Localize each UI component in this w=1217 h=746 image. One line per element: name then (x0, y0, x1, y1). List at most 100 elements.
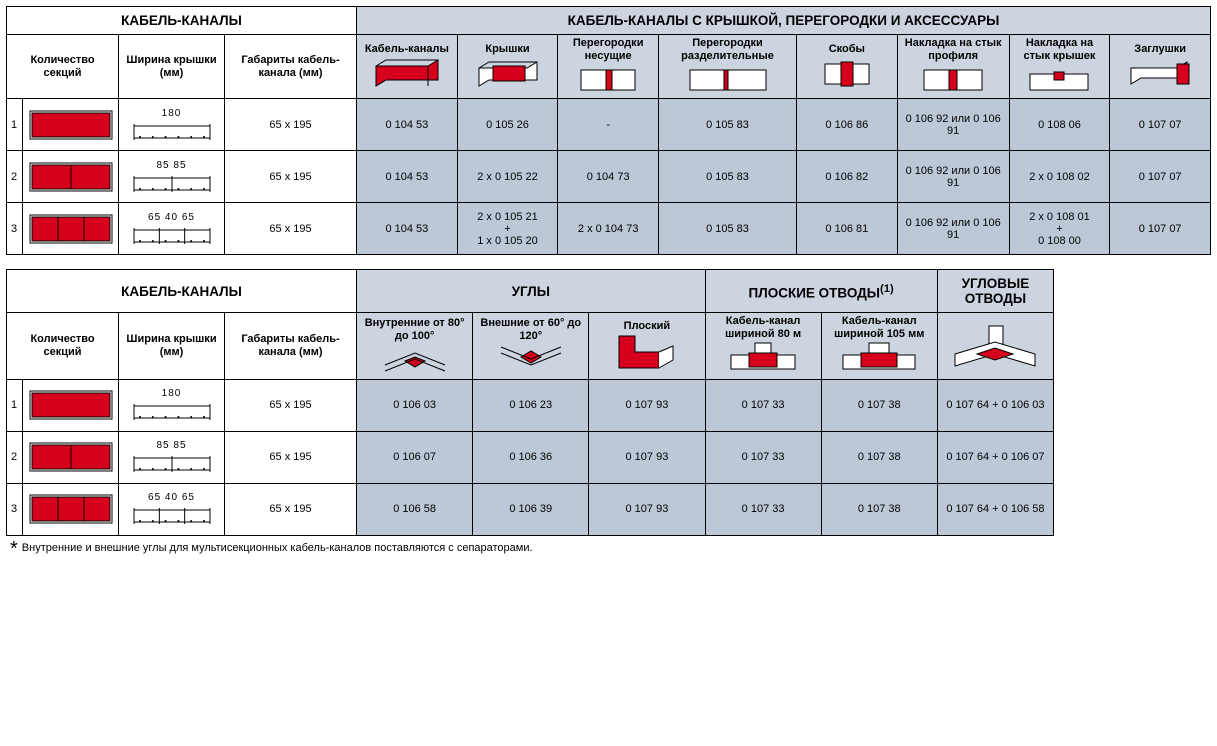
corner-tee-icon (941, 324, 1050, 372)
part-number: 0 107 93 (589, 431, 705, 483)
part-number: 0 104 73 (558, 151, 659, 203)
col-sections: Количество секций (7, 35, 119, 99)
part-number: 0 107 07 (1110, 151, 1211, 203)
col-trunking: Кабель-каналы (357, 35, 458, 99)
section-count: 1 (7, 99, 23, 151)
part-number: 0 106 92 или 0 106 91 (897, 99, 1009, 151)
col-covers: Крышки (457, 35, 558, 99)
col-flat-angle: Плоский (589, 313, 705, 379)
dimensions-cell: 65 x 195 (225, 151, 357, 203)
clip-icon (800, 56, 894, 90)
part-number: 2 x 0 108 01 + 0 108 00 (1009, 203, 1110, 255)
part-number: 0 106 23 (473, 379, 589, 431)
cover-width-cell: 180 (119, 379, 225, 431)
group-header-row: КАБЕЛЬ-КАНАЛЫ УГЛЫ ПЛОСКИЕ ОТВОДЫ(1) УГЛ… (7, 270, 1054, 313)
catalog-table-angles: КАБЕЛЬ-КАНАЛЫ УГЛЫ ПЛОСКИЕ ОТВОДЫ(1) УГЛ… (6, 269, 1054, 535)
part-number: 0 105 83 (659, 203, 797, 255)
group-angles: УГЛЫ (357, 270, 705, 313)
table-row: 365 40 6565 x 1950 106 580 106 390 107 9… (7, 483, 1054, 535)
part-number: 0 106 03 (357, 379, 473, 431)
part-number: 0 104 53 (357, 99, 458, 151)
col-endcap: Заглушки (1110, 35, 1211, 99)
tee-80-icon (709, 341, 818, 377)
col-profile-joint: Накладка на стык профиля (897, 35, 1009, 99)
part-number: 0 107 64 + 0 106 58 (937, 483, 1053, 535)
dimensions-cell: 65 x 195 (225, 203, 357, 255)
table-row: 365 40 6565 x 1950 104 532 x 0 105 21 + … (7, 203, 1211, 255)
cover-width-cell: 65 40 65 (119, 203, 225, 255)
catalog-table-accessories: КАБЕЛЬ-КАНАЛЫ КАБЕЛЬ-КАНАЛЫ С КРЫШКОЙ, П… (6, 6, 1211, 255)
part-number: 0 107 93 (589, 483, 705, 535)
part-number: 0 107 38 (821, 431, 937, 483)
section-count: 1 (7, 379, 23, 431)
section-pictogram (23, 483, 119, 535)
col-sections: Количество секций (7, 313, 119, 379)
part-number: 0 106 81 (797, 203, 898, 255)
table-row: 118065 x 1950 104 530 105 26-0 105 830 1… (7, 99, 1211, 151)
part-number: 0 105 26 (457, 99, 558, 151)
part-number: 0 104 53 (357, 151, 458, 203)
col-cover-width: Ширина крышки (мм) (119, 35, 225, 99)
table-row: 285 8565 x 1950 104 532 x 0 105 220 104 … (7, 151, 1211, 203)
col-clips: Скобы (797, 35, 898, 99)
section-count: 3 (7, 203, 23, 255)
part-number: 0 106 82 (797, 151, 898, 203)
cover-width-cell: 180 (119, 99, 225, 151)
section-pictogram (23, 203, 119, 255)
col-outer-angle: Внешние от 60° до 120° (473, 313, 589, 379)
section-pictogram (23, 431, 119, 483)
partition-load-icon (561, 62, 655, 96)
cover-width-cell: 85 85 (119, 431, 225, 483)
col-partition-load: Перегородки несущие (558, 35, 659, 99)
table-row: 285 8565 x 1950 106 070 106 360 107 930 … (7, 431, 1054, 483)
trunking-icon (360, 56, 454, 90)
cover-icon (461, 56, 555, 90)
part-number: 0 106 92 или 0 106 91 (897, 203, 1009, 255)
part-number: 2 x 0 105 21 + 1 x 0 105 20 (457, 203, 558, 255)
part-number: 0 105 83 (659, 99, 797, 151)
group-corner-tees: УГЛОВЫЕ ОТВОДЫ (937, 270, 1053, 313)
group-left: КАБЕЛЬ-КАНАЛЫ (7, 270, 357, 313)
part-number: 0 107 93 (589, 379, 705, 431)
section-pictogram (23, 99, 119, 151)
part-number: 0 106 39 (473, 483, 589, 535)
tee-105-icon (825, 341, 934, 377)
group-flat-tees: ПЛОСКИЕ ОТВОДЫ(1) (705, 270, 937, 313)
group-header-row: КАБЕЛЬ-КАНАЛЫ КАБЕЛЬ-КАНАЛЫ С КРЫШКОЙ, П… (7, 7, 1211, 35)
section-count: 2 (7, 431, 23, 483)
table-row: 118065 x 1950 106 030 106 230 107 930 10… (7, 379, 1054, 431)
group-left: КАБЕЛЬ-КАНАЛЫ (7, 7, 357, 35)
dimensions-cell: 65 x 195 (225, 99, 357, 151)
part-number: 0 107 33 (705, 379, 821, 431)
part-number: 0 107 07 (1110, 99, 1211, 151)
dimensions-cell: 65 x 195 (225, 379, 357, 431)
part-number: 0 108 06 (1009, 99, 1110, 151)
part-number: 0 106 58 (357, 483, 473, 535)
part-number: 0 107 64 + 0 106 07 (937, 431, 1053, 483)
flat-angle-icon (592, 332, 701, 372)
section-count: 3 (7, 483, 23, 535)
endcap-icon (1113, 56, 1207, 90)
outer-angle-icon (476, 343, 585, 375)
part-number: 2 x 0 108 02 (1009, 151, 1110, 203)
partition-sep-icon (662, 62, 793, 96)
inner-angle-icon (360, 343, 469, 375)
footnote: Внутренние и внешние углы для мультисекц… (6, 536, 1211, 554)
cover-joint-icon (1013, 62, 1107, 96)
col-inner-angle: Внутренние от 80° до 100° (357, 313, 473, 379)
column-header-row: Количество секций Ширина крышки (мм) Габ… (7, 313, 1054, 379)
part-number: 0 107 38 (821, 379, 937, 431)
col-dimensions: Габариты кабель-канала (мм) (225, 35, 357, 99)
cover-width-cell: 85 85 (119, 151, 225, 203)
part-number: 2 x 0 105 22 (457, 151, 558, 203)
part-number: 0 106 36 (473, 431, 589, 483)
col-dimensions: Габариты кабель-канала (мм) (225, 313, 357, 379)
part-number: 0 107 38 (821, 483, 937, 535)
column-header-row: Количество секций Ширина крышки (мм) Габ… (7, 35, 1211, 99)
section-pictogram (23, 151, 119, 203)
part-number: 0 106 92 или 0 106 91 (897, 151, 1009, 203)
part-number: 0 107 64 + 0 106 03 (937, 379, 1053, 431)
cover-width-cell: 65 40 65 (119, 483, 225, 535)
profile-joint-icon (901, 62, 1006, 96)
part-number: 0 106 86 (797, 99, 898, 151)
